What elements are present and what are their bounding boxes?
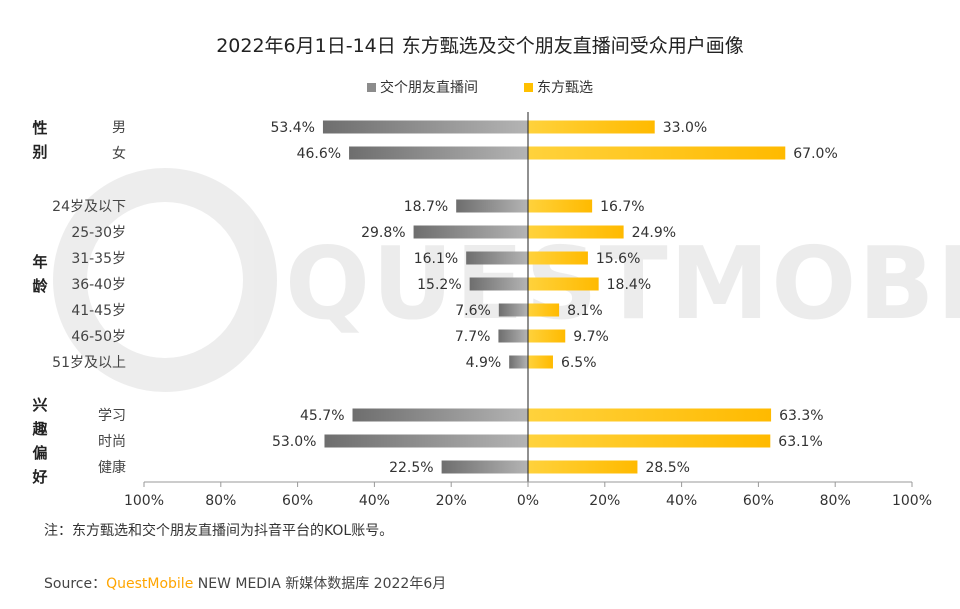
watermark: QUESTMOBILE xyxy=(53,168,960,392)
data-label-right: 9.7% xyxy=(573,329,609,345)
bar-left xyxy=(498,303,528,317)
category-label: 31-35岁 xyxy=(71,251,126,267)
source-rest: NEW MEDIA 新媒体数据库 2022年6月 xyxy=(193,576,446,592)
category-label: 24岁及以下 xyxy=(52,199,126,215)
data-label-left: 7.7% xyxy=(455,329,491,345)
data-label-right: 33.0% xyxy=(663,120,707,136)
data-label-left: 16.1% xyxy=(414,251,458,267)
data-label-right: 24.9% xyxy=(632,225,676,241)
x-tick-label: 40% xyxy=(359,493,390,509)
group-label-char: 年 xyxy=(32,253,47,271)
bar-left xyxy=(466,251,528,265)
x-tick-label: 80% xyxy=(205,493,236,509)
x-tick-label: 60% xyxy=(743,493,774,509)
bar-right xyxy=(528,460,638,474)
category-label: 46-50岁 xyxy=(71,329,126,345)
category-label: 男 xyxy=(112,120,126,136)
bar-right xyxy=(528,199,593,213)
legend-swatch-1 xyxy=(524,83,533,92)
source-prefix: Source： xyxy=(44,576,106,592)
data-label-left: 7.6% xyxy=(455,303,491,319)
data-label-left: 53.4% xyxy=(270,120,314,136)
watermark-text: QUESTMOBILE xyxy=(285,225,960,342)
data-label-right: 28.5% xyxy=(645,460,689,476)
bar-right xyxy=(528,434,771,448)
bar-left xyxy=(324,434,528,448)
bar-right xyxy=(528,251,588,265)
category-label: 36-40岁 xyxy=(71,277,126,293)
group-label-char: 好 xyxy=(31,468,47,486)
source-brand: QuestMobile xyxy=(106,576,193,592)
bar-right xyxy=(528,277,599,291)
group-label-char: 兴 xyxy=(32,396,47,414)
footnote: 注：东方甄选和交个朋友直播间为抖音平台的KOL账号。 xyxy=(44,522,393,539)
data-label-left: 45.7% xyxy=(300,408,344,424)
bar-right xyxy=(528,146,786,160)
bar-left xyxy=(352,408,528,422)
bar-left xyxy=(349,146,528,160)
data-label-right: 6.5% xyxy=(561,355,597,371)
x-tick-label: 20% xyxy=(589,493,620,509)
data-label-left: 46.6% xyxy=(297,146,341,162)
bar-right xyxy=(528,225,624,239)
category-label: 51岁及以上 xyxy=(52,355,126,371)
legend-label-0: 交个朋友直播间 xyxy=(380,79,478,96)
data-label-right: 15.6% xyxy=(596,251,640,267)
bar-left xyxy=(413,225,528,239)
data-label-right: 63.3% xyxy=(779,408,823,424)
category-label: 25-30岁 xyxy=(71,225,126,241)
category-label: 女 xyxy=(112,145,126,162)
x-tick-label: 40% xyxy=(666,493,697,509)
data-label-right: 18.4% xyxy=(607,277,651,293)
group-label-char: 性 xyxy=(32,119,47,137)
bar-left xyxy=(498,329,528,343)
bar-left xyxy=(322,120,528,134)
bar-left xyxy=(456,199,528,213)
legend-label-1: 东方甄选 xyxy=(537,80,593,96)
bar-right xyxy=(528,355,553,369)
data-label-left: 53.0% xyxy=(272,434,316,450)
x-tick-label: 0% xyxy=(517,493,539,509)
data-label-left: 29.8% xyxy=(361,225,405,241)
data-label-right: 63.1% xyxy=(778,434,822,450)
category-label: 学习 xyxy=(98,408,126,424)
chart-title: 2022年6月1日-14日 东方甄选及交个朋友直播间受众用户画像 xyxy=(216,35,744,57)
x-tick-label: 100% xyxy=(892,493,932,509)
data-label-right: 8.1% xyxy=(567,303,603,319)
x-tick-label: 100% xyxy=(124,493,164,509)
watermark-logo-ring xyxy=(53,168,277,392)
bar-right xyxy=(528,408,772,422)
group-label-char: 龄 xyxy=(32,277,48,295)
data-label-left: 4.9% xyxy=(466,355,502,371)
legend: 交个朋友直播间 东方甄选 xyxy=(367,79,593,96)
bar-right xyxy=(528,303,560,317)
legend-swatch-0 xyxy=(367,83,376,92)
bar-left xyxy=(509,355,528,369)
x-tick-label: 60% xyxy=(282,493,313,509)
bar-right xyxy=(528,120,655,134)
x-tick-label: 80% xyxy=(820,493,851,509)
plot-area: 性别 男 53.4% 33.0% 女 46.6% 67.0% 年龄 24岁及以下 18.7% 16.… xyxy=(31,112,932,509)
x-tick-label: 20% xyxy=(436,493,467,509)
data-label-left: 22.5% xyxy=(389,460,433,476)
data-label-right: 67.0% xyxy=(793,146,837,162)
data-label-right: 16.7% xyxy=(600,199,644,215)
category-label: 41-45岁 xyxy=(71,303,126,319)
data-label-left: 18.7% xyxy=(404,199,448,215)
data-label-left: 15.2% xyxy=(417,277,461,293)
source-line: Source：QuestMobile NEW MEDIA 新媒体数据库 2022… xyxy=(44,576,446,592)
bar-right xyxy=(528,329,566,343)
category-label: 时尚 xyxy=(98,434,126,450)
group-label-char: 偏 xyxy=(32,444,47,462)
bar-left xyxy=(469,277,528,291)
bar-left xyxy=(441,460,528,474)
group-label-char: 别 xyxy=(31,143,47,161)
group-label-char: 趣 xyxy=(31,420,48,438)
category-label: 健康 xyxy=(98,459,126,476)
